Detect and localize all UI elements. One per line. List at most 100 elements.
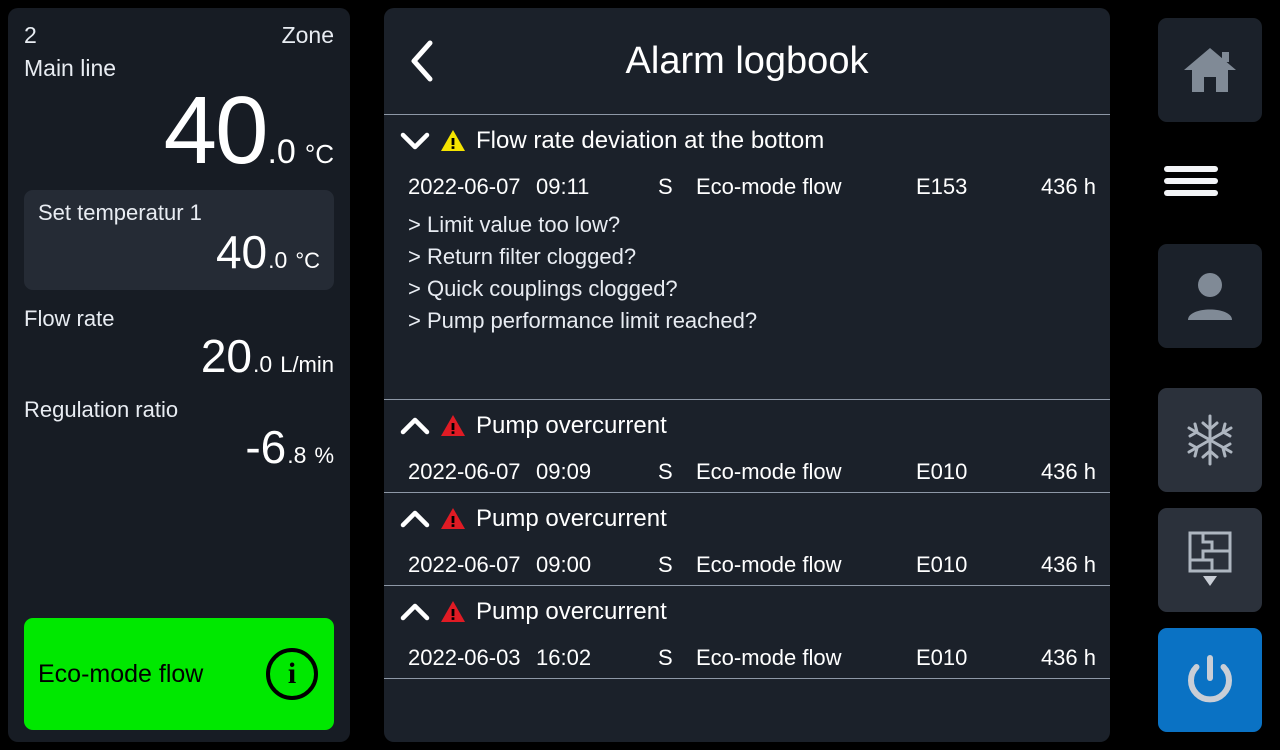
zone-layout-icon [1188, 531, 1232, 586]
alarm-date: 2022-06-03 [408, 645, 521, 670]
regulation-ratio-unit: % [314, 442, 334, 468]
actual-temperature-value: 40 .0 °C [24, 82, 334, 180]
sidebar-item-cooling[interactable] [1158, 388, 1262, 492]
alarm-triangle-icon [440, 414, 466, 438]
alarm-title: Pump overcurrent [476, 505, 667, 532]
hamburger-menu-icon [1164, 160, 1218, 202]
back-button[interactable] [402, 37, 442, 85]
alarm-entry[interactable]: Flow rate deviation at the bottom 2022-06… [384, 115, 1110, 400]
alarm-code: E010 [916, 645, 968, 670]
flow-rate-integer: 20 [200, 330, 253, 383]
zone-number: 2 [24, 22, 37, 48]
alarm-source: S [658, 174, 673, 199]
alarm-operating-hours: 436 h [1040, 552, 1096, 577]
flow-rate-value: 20 .0 L/min [24, 330, 334, 383]
alarm-time: 09:09 [536, 459, 592, 484]
alarm-triangle-icon [441, 415, 465, 436]
alarm-time: 16:02 [536, 645, 592, 670]
setpoint-card[interactable]: Set temperatur 1 40 .0 °C [24, 189, 334, 291]
sidebar-item-user[interactable] [1158, 244, 1262, 348]
zone-header: 2 Zone [24, 22, 334, 49]
zone-word-label: Zone [281, 22, 334, 48]
alarm-triangle-icon [440, 600, 466, 624]
alarm-expand-toggle[interactable] [400, 130, 430, 152]
alarm-operating-hours: 436 h [1040, 459, 1096, 484]
alarm-source: S [658, 645, 673, 670]
setpoint-label: Set temperatur 1 [38, 199, 202, 225]
alarm-detail-line: > Quick couplings clogged? [408, 276, 678, 301]
alarm-entry-header[interactable]: Pump overcurrent [400, 400, 1096, 452]
alarm-entry-header[interactable]: Pump overcurrent [400, 586, 1096, 638]
alarm-operating-hours: 436 h [1040, 645, 1096, 670]
setpoint-unit: °C [295, 247, 320, 273]
alarm-meta-row: 2022-06-07 09:00 S Eco-mode flow E010 436 h [400, 545, 1096, 585]
alarm-mode: Eco-mode flow [696, 552, 842, 577]
sidebar-item-zone-layout[interactable] [1158, 508, 1262, 612]
alarm-meta-row: 2022-06-03 16:02 S Eco-mode flow E010 436 h [400, 638, 1096, 678]
alarm-entry[interactable]: Pump overcurrent 2022-06-07 09:09 S Eco-mode… [384, 400, 1110, 493]
alarm-details: > Limit value too low? > Return filter cl… [400, 207, 1096, 399]
sidebar-item-power[interactable] [1158, 628, 1262, 732]
alarm-meta-row: 2022-06-07 09:11 S Eco-mode flow E153 436 h [400, 167, 1096, 207]
alarm-title: Pump overcurrent [476, 598, 667, 625]
alarm-date: 2022-06-07 [408, 174, 521, 199]
alarm-operating-hours: 436 h [1040, 174, 1096, 199]
flow-rate-unit: L/min [280, 352, 334, 378]
regulation-ratio-decimal: .8 [287, 441, 307, 468]
alarm-detail-line: > Limit value too low? [408, 212, 621, 237]
navigation-sidebar [1118, 0, 1280, 750]
alarm-triangle-icon [441, 601, 465, 622]
regulation-ratio-label: Regulation ratio [24, 396, 179, 422]
alarm-detail-line: > Pump performance limit reached? [408, 308, 758, 333]
info-icon[interactable]: i [266, 648, 318, 700]
warning-triangle-icon [440, 129, 466, 153]
hamburger-bar-3 [1164, 190, 1218, 196]
chevron-up-icon [400, 417, 430, 435]
hamburger-bar-2 [1164, 178, 1218, 184]
flow-rate-label: Flow rate [24, 306, 115, 332]
panel-header: Alarm logbook [384, 8, 1110, 115]
alarm-expand-toggle[interactable] [400, 415, 430, 437]
home-icon [1184, 48, 1236, 92]
alarm-code: E010 [916, 552, 968, 577]
alarm-triangle-icon [440, 507, 466, 531]
alarm-entry[interactable]: Pump overcurrent 2022-06-07 09:00 S Eco-mode… [384, 493, 1110, 586]
alarm-entry-header[interactable]: Flow rate deviation at the bottom [400, 115, 1096, 167]
regulation-ratio-value: -6 .8 % [24, 422, 334, 471]
snowflake-icon [1187, 414, 1233, 466]
zone-status-panel: 2 Zone Main line 40 .0 °C Set temperatur… [8, 8, 350, 742]
setpoint-value: 40 .0 °C [38, 225, 320, 278]
alarm-source: S [658, 459, 673, 484]
setpoint-decimal: .0 [268, 246, 288, 273]
alarm-date: 2022-06-07 [408, 459, 521, 484]
alarm-triangle-icon [441, 508, 465, 529]
alarm-expand-toggle[interactable] [400, 601, 430, 623]
alarm-mode: Eco-mode flow [696, 459, 842, 484]
alarm-meta-row: 2022-06-07 09:09 S Eco-mode flow E010 436 h [400, 452, 1096, 492]
power-icon [1188, 655, 1232, 703]
operating-mode-button[interactable]: Eco-mode flow i [24, 618, 334, 730]
sidebar-item-home[interactable] [1158, 18, 1262, 122]
chevron-left-icon [411, 40, 433, 82]
alarm-expand-toggle[interactable] [400, 508, 430, 530]
actual-temperature-integer: 40 [163, 77, 269, 184]
chevron-down-icon [400, 132, 430, 150]
alarm-time: 09:11 [536, 174, 590, 199]
alarm-entry[interactable]: Pump overcurrent 2022-06-03 16:02 S Eco-mode… [384, 586, 1110, 679]
alarm-entry-header[interactable]: Pump overcurrent [400, 493, 1096, 545]
sidebar-item-menu[interactable] [1120, 128, 1262, 234]
alarm-logbook-panel: Alarm logbook Flow rate deviation at the… [384, 8, 1110, 742]
chevron-up-icon [400, 510, 430, 528]
actual-temperature-decimal: .0 [267, 133, 296, 171]
alarm-list[interactable]: Flow rate deviation at the bottom 2022-06… [384, 115, 1110, 742]
alarm-detail-line: > Return filter clogged? [408, 244, 637, 269]
setpoint-integer: 40 [215, 225, 268, 278]
alarm-source: S [658, 552, 673, 577]
regulation-ratio-block: Regulation ratio -6 .8 % [24, 397, 334, 471]
alarm-details-spacer [408, 337, 1096, 383]
flow-rate-block: Flow rate 20 .0 L/min [24, 306, 334, 380]
warning-triangle-icon [441, 130, 465, 151]
page-title: Alarm logbook [625, 39, 869, 82]
hamburger-bar-1 [1164, 166, 1218, 172]
